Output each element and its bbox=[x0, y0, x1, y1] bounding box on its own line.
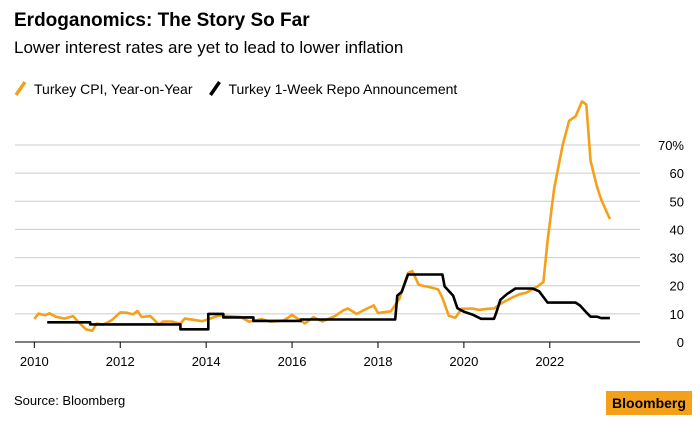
logo-box bbox=[606, 391, 692, 415]
series-line bbox=[33, 100, 612, 332]
y-tick-label: 30 bbox=[670, 251, 684, 266]
logo: Bloomberg bbox=[612, 395, 686, 411]
y-tick-label: 20 bbox=[670, 279, 684, 294]
chart-subtitle: Lower interest rates are yet to lead to … bbox=[14, 38, 403, 57]
legend-swatch bbox=[209, 81, 221, 96]
y-tick-label: 10 bbox=[670, 307, 684, 322]
legend-swatch bbox=[14, 81, 27, 96]
y-tick-label: 50 bbox=[670, 194, 684, 209]
legend-label: Turkey CPI, Year-on-Year bbox=[34, 81, 193, 97]
x-tick-label: 2010 bbox=[20, 354, 49, 369]
source: Source: Bloomberg bbox=[14, 393, 125, 408]
y-tick-label: 60 bbox=[670, 166, 684, 181]
x-tick-label: 2012 bbox=[106, 354, 135, 369]
x-tick-label: 2014 bbox=[192, 354, 221, 369]
x-tick-label: 2018 bbox=[364, 354, 393, 369]
y-tick-label: 70% bbox=[658, 138, 684, 153]
y-tick-label: 0 bbox=[677, 335, 684, 350]
x-tick-label: 2022 bbox=[535, 354, 564, 369]
chart-title: Erdoganomics: The Story So Far bbox=[14, 10, 310, 31]
legend-label: Turkey 1-Week Repo Announcement bbox=[229, 81, 458, 97]
series-line bbox=[47, 273, 610, 331]
y-tick-label: 40 bbox=[670, 222, 684, 237]
x-tick-label: 2016 bbox=[278, 354, 307, 369]
x-tick-label: 2020 bbox=[449, 354, 478, 369]
